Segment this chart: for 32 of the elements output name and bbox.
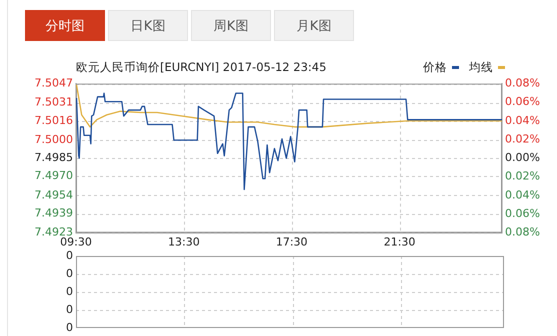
y-tick-label: 7.5047: [34, 76, 73, 90]
y2-tick-label: 0.00%: [505, 151, 540, 164]
text: 0: [66, 321, 73, 335]
y2-tick-label: 0.02%: [505, 170, 540, 183]
x-tick-label: 17:30: [276, 235, 308, 248]
y-tick-label: 7.5016: [34, 114, 73, 127]
legend-label: 均线: [469, 60, 493, 75]
y2-tick-label: 0.06%: [505, 207, 540, 220]
y2-tick-label: 0.06%: [505, 95, 540, 108]
text: 0: [66, 285, 73, 299]
y2-tick-label: 0.08%: [505, 226, 540, 239]
y2-tick-label: 0.04%: [505, 188, 540, 202]
y-tick-label: 7.4939: [34, 206, 73, 220]
chart-title: 欧元人民币询价[EURCNYI] 2017-05-12 23:45: [76, 60, 326, 75]
text: 月K图: [274, 10, 354, 41]
x-tick-label: 21:30: [384, 235, 416, 248]
y-tick-label: 7.4985: [34, 151, 73, 164]
y-tick-label: 7.4970: [34, 169, 73, 182]
text: 分时图: [25, 10, 105, 41]
legend-label: 价格: [423, 60, 447, 75]
y2-tick-label: 0.02%: [505, 132, 540, 146]
text: 0: [66, 267, 73, 281]
y2-tick-label: 0.08%: [505, 76, 540, 90]
x-tick-label: 13:30: [168, 235, 200, 248]
y-tick-label: 7.5031: [34, 96, 73, 109]
text: 0: [66, 249, 73, 263]
text: 日K图: [108, 10, 188, 41]
y-tick-label: 7.4954: [34, 188, 73, 202]
text: 周K图: [191, 10, 271, 41]
text: 0: [66, 303, 73, 317]
y2-tick-label: 0.04%: [505, 114, 540, 127]
y-tick-label: 7.5000: [34, 133, 73, 146]
